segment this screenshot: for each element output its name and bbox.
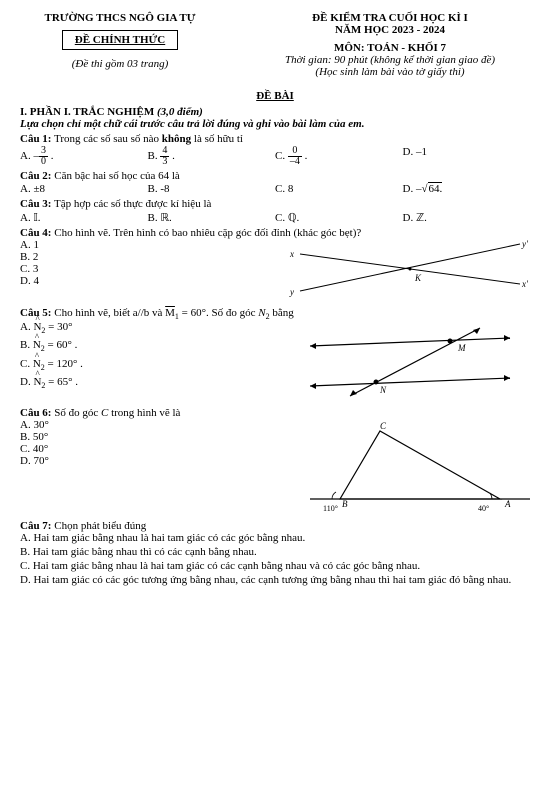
question-3: Câu 3: Tập hợp các số thực được kí hiệu … [20,198,530,210]
q5-options: A. N2 = 30° B. N2 = 60° . C. N2 = 120° .… [20,321,280,401]
q4-text: Cho hình vẽ. Trên hình có bao nhiêu cặp … [51,227,361,239]
q5-opt-b: B. N2 = 60° . [20,339,280,353]
q3-opt-a: A. 𝕀. [20,211,148,224]
q7-opt-c: C. Hai tam giác bằng nhau là hai tam giá… [20,560,530,572]
question-7: Câu 7: Chọn phát biểu đúng [20,520,530,532]
question-4: Câu 4: Cho hình vẽ. Trên hình có bao nhi… [20,227,530,239]
q4-options: A. 1 B. 2 C. 3 D. 4 [20,239,280,299]
svg-text:K: K [414,273,422,283]
q3-label: Câu 3: [20,198,51,210]
q2-text: Căn bậc hai số học của 64 là [51,170,179,182]
q4-opt-b: B. 2 [20,251,280,263]
q5-text2: = 60°. Số đo góc [179,307,258,319]
q3-text: Tập hợp các số thực được kí hiệu là [51,198,211,210]
question-2: Câu 2: Căn bậc hai số học của 64 là [20,170,530,182]
q3-opt-d: D. ℤ. [403,211,531,224]
q3-options: A. 𝕀. B. ℝ. C. ℚ. D. ℤ. [20,211,530,224]
q6-opt-b: B. 50° [20,431,280,443]
q5-opt-a: A. N2 = 30° [20,321,280,335]
q6-opt-d: D. 70° [20,455,280,467]
svg-text:40°: 40° [478,504,489,513]
q1-label: Câu 1: [20,133,51,145]
q5-figure: M N [280,321,530,401]
q4-figure: x x′ y y′ K [280,239,530,299]
q2-label: Câu 2: [20,170,51,182]
q2-opt-d: D. –√64. [403,183,531,195]
svg-text:M: M [457,343,466,353]
intersecting-lines-icon: x x′ y y′ K [280,239,530,299]
q7-opt-d: D. Hai tam giác có các góc tương ứng bằn… [20,574,530,586]
svg-text:A: A [504,499,511,509]
q6-text1: Số đo góc [51,407,101,419]
part1-heading: I. PHẦN I. TRẮC NGHIỆM (3,0 điểm) [20,106,530,118]
q7-label: Câu 7: [20,520,51,532]
q7-text: Chọn phát biểu đúng [51,520,146,532]
exam-title-2: NĂM HỌC 2023 - 2024 [250,24,530,36]
subject: MÔN: TOÁN - KHỐI 7 [250,42,530,54]
q2-opt-a: A. ±8 [20,183,148,195]
svg-text:N: N [379,385,387,395]
question-6: Câu 6: Số đo góc C trong hình vẽ là [20,407,530,419]
question-1: Câu 1: Trong các số sau số nào không là … [20,133,530,145]
q2-opt-b: B. -8 [148,183,276,195]
q4-label: Câu 4: [20,227,51,239]
q6-row: A. 30° B. 50° C. 40° D. 70° 110° 40° C B… [20,419,530,514]
q1-opt-d: D. –1 [403,146,531,167]
q3-opt-c: C. ℚ. [275,211,403,224]
q1-opt-c: C. 0–4 . [275,146,403,167]
q6-text2: trong hình vẽ là [108,407,180,419]
q1-opt-a: A. –30 . [20,146,148,167]
q5-opt-d: D. N2 = 65° . [20,376,280,390]
svg-text:C: C [380,421,387,431]
svg-text:y: y [289,287,294,297]
q5-row: A. N2 = 30° B. N2 = 60° . C. N2 = 120° .… [20,321,530,401]
q1-text1: Trong các số sau số nào [51,133,161,145]
q6-opt-a: A. 30° [20,419,280,431]
q5-text3: bằng [270,307,294,319]
page-count: (Đề thi gồm 03 trang) [20,58,220,70]
q1-options: A. –30 . B. 43 . C. 0–4 . D. –1 [20,146,530,167]
q6-label: Câu 6: [20,407,51,419]
q2-opt-c: C. 8 [275,183,403,195]
q4-opt-a: A. 1 [20,239,280,251]
parallel-lines-icon: M N [280,321,530,401]
q1-bold: không [162,133,191,145]
svg-text:x: x [289,249,294,259]
q4-opt-c: C. 3 [20,263,280,275]
header: TRƯỜNG THCS NGÔ GIA TỰ ĐỀ CHÍNH THỨC (Đề… [20,12,530,78]
svg-text:B: B [342,499,348,509]
left-header: TRƯỜNG THCS NGÔ GIA TỰ ĐỀ CHÍNH THỨC (Đề… [20,12,220,78]
q1-opt-b: B. 43 . [148,146,276,167]
q6-opt-c: C. 40° [20,443,280,455]
question-5: Câu 5: Cho hình vẽ, biết a//b và M1 = 60… [20,307,530,321]
de-bai-title: ĐỀ BÀI [20,90,530,102]
part1-points: (3,0 điểm) [157,106,203,118]
q2-options: A. ±8 B. -8 C. 8 D. –√64. [20,183,530,195]
triangle-icon: 110° 40° C B A B [280,419,550,514]
q1-text2: là số hữu tỉ [191,133,243,145]
q7-opt-b: B. Hai tam giác bằng nhau thì có các cạn… [20,546,530,558]
paper-note: (Học sinh làm bài vào tờ giấy thi) [250,66,530,78]
q5-text1: Cho hình vẽ, biết a//b và [51,307,165,319]
official-box: ĐỀ CHÍNH THỨC [62,30,178,50]
instruction: Lựa chọn chỉ một chữ cái trước câu trả l… [20,118,530,130]
q6-figure: 110° 40° C B A B [280,419,530,514]
school-name: TRƯỜNG THCS NGÔ GIA TỰ [20,12,220,24]
time-note: Thời gian: 90 phút (không kể thời gian g… [250,54,530,66]
part1-title: I. PHẦN I. TRẮC NGHIỆM [20,106,157,118]
right-header: ĐỀ KIỂM TRA CUỐI HỌC KÌ I NĂM HỌC 2023 -… [250,12,530,78]
svg-text:x′: x′ [521,279,529,289]
q4-row: A. 1 B. 2 C. 3 D. 4 x x′ y y′ K [20,239,530,299]
svg-text:110°: 110° [323,504,338,513]
q3-opt-b: B. ℝ. [148,211,276,224]
exam-title-1: ĐỀ KIỂM TRA CUỐI HỌC KÌ I [250,12,530,24]
q4-opt-d: D. 4 [20,275,280,287]
svg-text:y′: y′ [521,239,529,249]
q5-opt-c: C. N2 = 120° . [20,358,280,372]
q6-options: A. 30° B. 50° C. 40° D. 70° [20,419,280,514]
q7-opt-a: A. Hai tam giác bằng nhau là hai tam giá… [20,532,530,544]
